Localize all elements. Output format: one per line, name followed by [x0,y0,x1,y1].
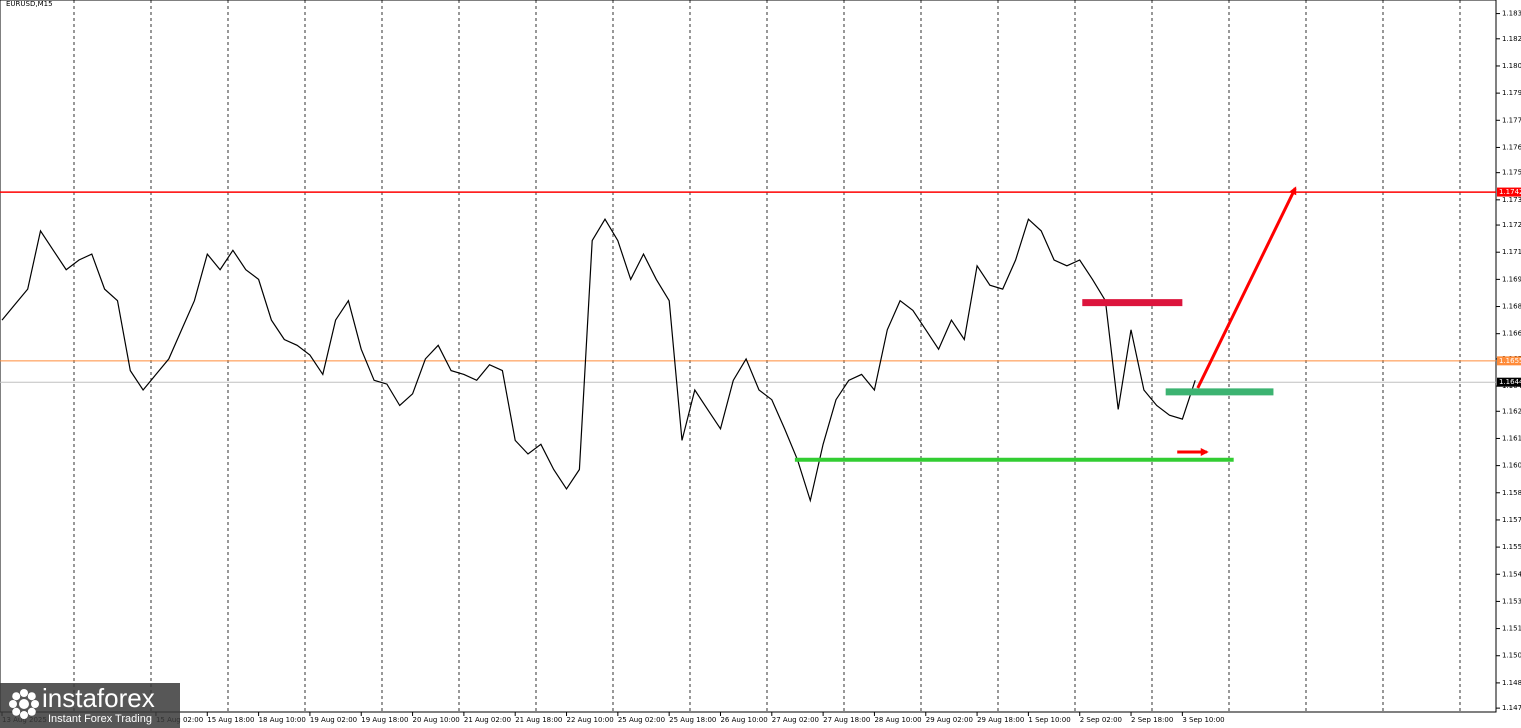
y-tick-label: 1.1629 [1502,407,1521,415]
y-tick-label: 1.1683 [1502,303,1521,311]
x-tick-label: 19 Aug 02:00 [310,716,357,724]
y-tick-label: 1.1587 [1502,489,1521,497]
y-tick-label: 1.1573 [1502,516,1521,524]
x-tick-label: 29 Aug 02:00 [926,716,973,724]
y-tick-label: 1.1834 [1502,10,1521,18]
x-tick-label: 20 Aug 10:00 [413,716,460,724]
y-tick-label: 1.1503 [1502,652,1521,660]
y-tick-label: 1.1765 [1502,143,1521,151]
x-tick-label: 29 Aug 18:00 [977,716,1024,724]
x-tick-label: 25 Aug 18:00 [669,716,716,724]
y-tick-label: 1.1489 [1502,679,1521,687]
x-tick-label: 28 Aug 10:00 [874,716,921,724]
price-label-box [1497,377,1521,387]
x-tick-label: 2 Sep 02:00 [1080,716,1122,724]
watermark-tagline: Instant Forex Trading [48,713,152,725]
y-tick-label: 1.1793 [1502,89,1521,97]
icon-dot [27,692,36,701]
price-label: 1.1742 [1499,188,1521,196]
icon-dot [27,707,36,716]
y-tick-label: 1.1752 [1502,169,1521,177]
y-tick-label: 1.1615 [1502,434,1521,442]
chart-title: EURUSD,M15 [6,0,53,8]
x-tick-label: 26 Aug 10:00 [720,716,767,724]
icon-dot [9,700,17,708]
icon-dot [31,700,39,708]
watermark-name: instaforex [42,683,155,713]
y-tick-label: 1.1545 [1502,570,1521,578]
watermark-icon [9,689,39,719]
y-tick-label: 1.1697 [1502,275,1521,283]
x-tick-label: 15 Aug 18:00 [207,716,254,724]
arrow [1196,186,1297,389]
price-line [1,218,1196,503]
y-tick-label: 1.1669 [1502,330,1521,338]
x-tick-label: 2 Sep 18:00 [1131,716,1173,724]
y-tick-label: 1.1517 [1502,625,1521,633]
y-tick-label: 1.1559 [1502,543,1521,551]
x-tick-label: 18 Aug 10:00 [259,716,306,724]
icon-dot [20,711,28,719]
y-tick-label: 1.1738 [1502,196,1521,204]
x-tick-label: 1 Sep 10:00 [1028,716,1070,724]
price-label-box [1497,187,1521,197]
plot-frame [0,0,1497,713]
x-tick-label: 19 Aug 18:00 [361,716,408,724]
x-tick-label: 22 Aug 10:00 [567,716,614,724]
icon-dot [12,707,21,716]
x-tick-label: 25 Aug 02:00 [618,716,665,724]
icon-dot [12,692,21,701]
price-label: 1.1655 [1499,357,1521,365]
x-tick-label: 27 Aug 02:00 [772,716,819,724]
watermark-box [0,683,180,728]
y-tick-label: 1.1807 [1502,62,1521,70]
y-tick-label: 1.1476 [1502,704,1521,712]
x-tick-label: 3 Sep 10:00 [1182,716,1224,724]
price-label-box [1497,356,1521,366]
x-tick-label: 21 Aug 18:00 [515,716,562,724]
icon-dot [20,689,28,697]
price-label: 1.1644 [1499,378,1521,386]
y-tick-label: 1.1725 [1502,221,1521,229]
x-tick-label: 21 Aug 02:00 [464,716,511,724]
icon-core [19,699,29,709]
x-tick-label: 27 Aug 18:00 [823,716,870,724]
y-tick-label: 1.1779 [1502,116,1521,124]
